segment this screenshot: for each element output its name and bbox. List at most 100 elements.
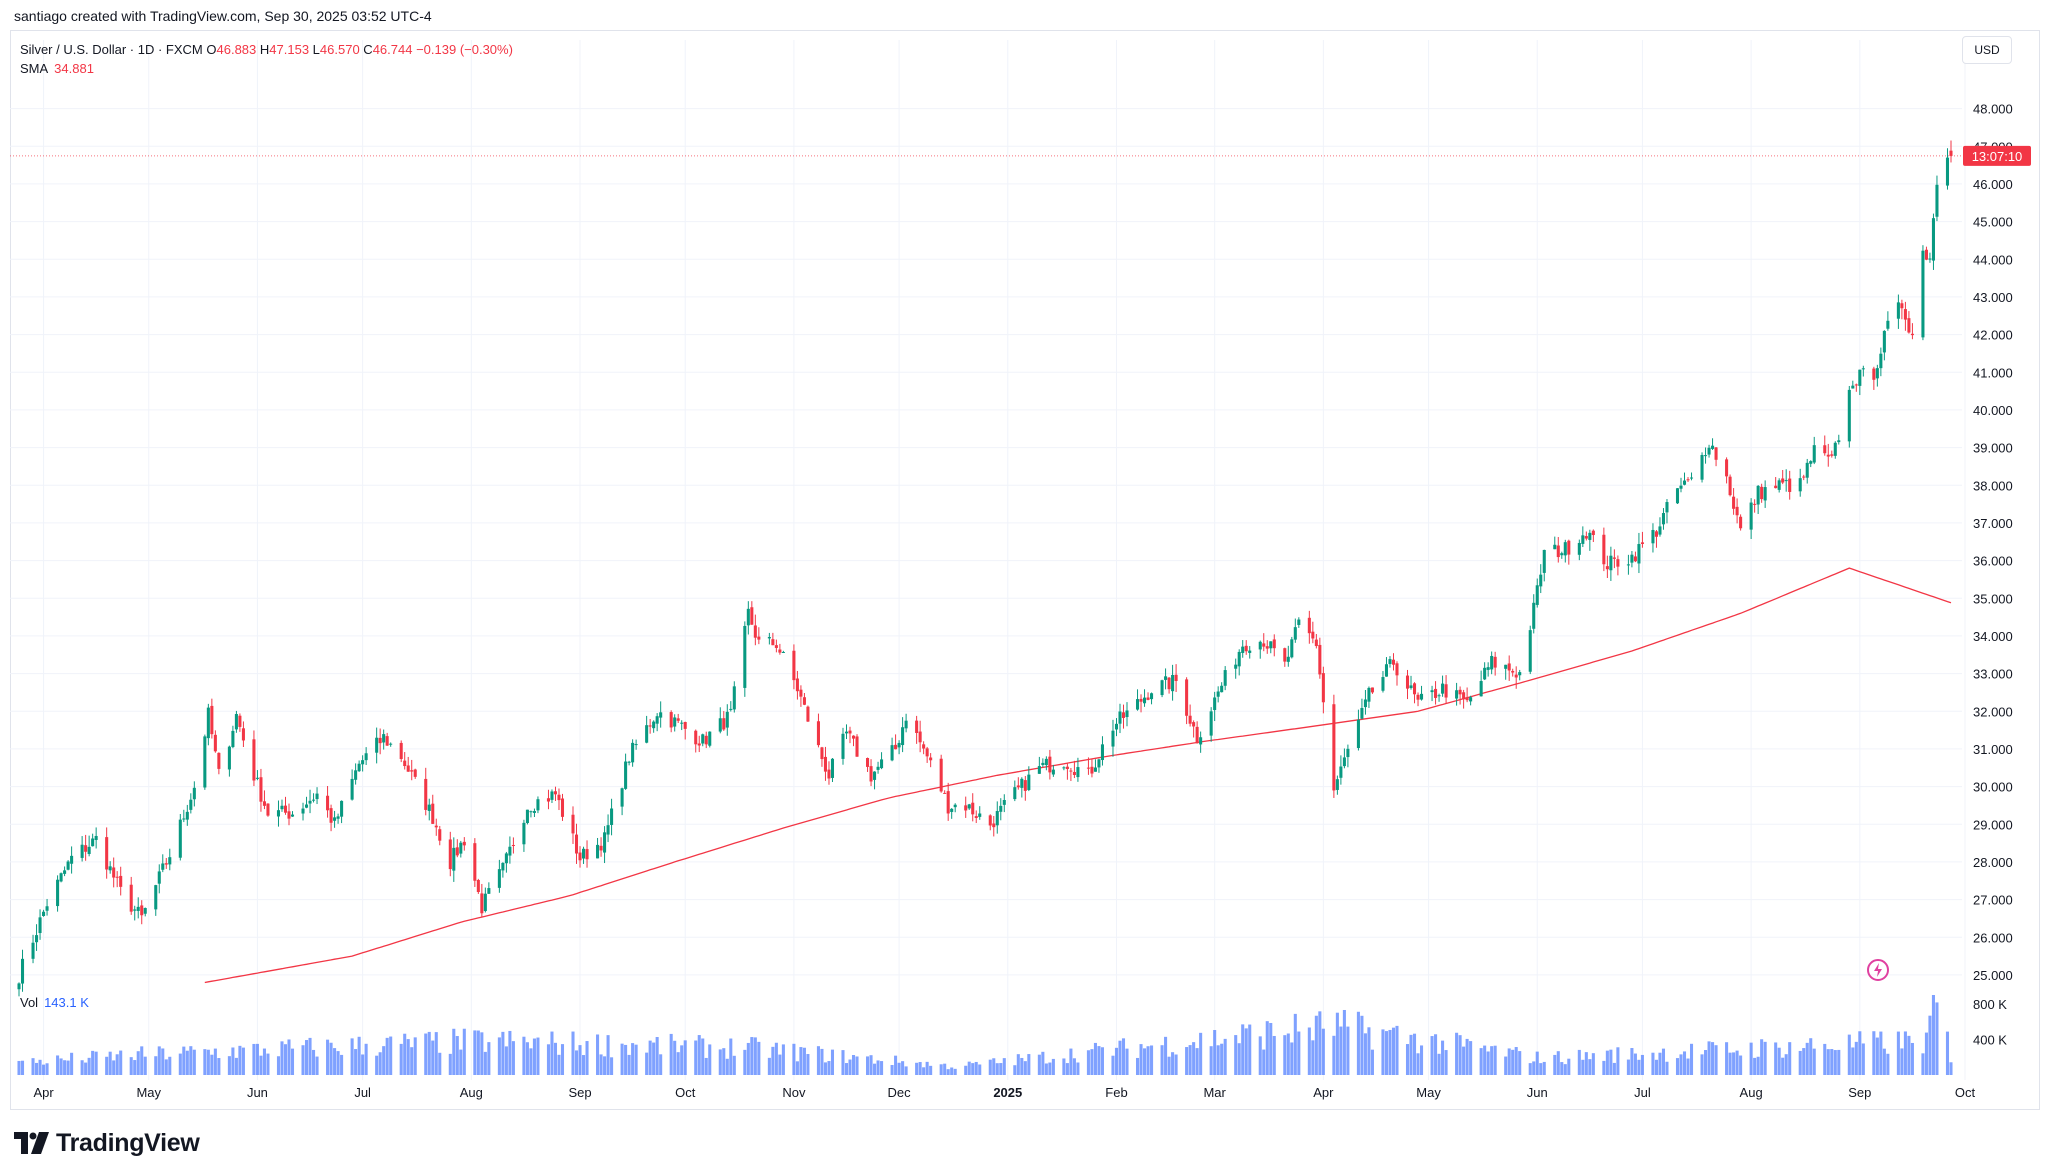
volume-bar bbox=[708, 1044, 712, 1075]
volume-bar bbox=[511, 1041, 515, 1075]
candle-body bbox=[364, 753, 368, 761]
volume-bar bbox=[1125, 1048, 1129, 1075]
candle-body bbox=[1886, 320, 1890, 329]
candle-body bbox=[581, 848, 586, 859]
candle-body bbox=[87, 846, 91, 854]
volume-bar bbox=[290, 1048, 295, 1075]
candle-body bbox=[855, 736, 859, 757]
candle-body bbox=[844, 731, 849, 734]
candle-body bbox=[1802, 476, 1806, 478]
volume-bar bbox=[873, 1063, 877, 1075]
candle-body bbox=[550, 791, 554, 800]
volume-bar bbox=[1037, 1054, 1041, 1075]
volume-bar bbox=[1195, 1048, 1199, 1075]
volume-bar bbox=[844, 1063, 849, 1075]
candle-body bbox=[1213, 697, 1217, 710]
volume-bar bbox=[659, 1054, 663, 1075]
volume-bar bbox=[1753, 1057, 1757, 1075]
candle-body bbox=[1931, 218, 1935, 261]
attribution-text: santiago created with TradingView.com, S… bbox=[14, 8, 432, 24]
candle-body bbox=[406, 765, 410, 772]
candle-body bbox=[1420, 693, 1424, 700]
volume-legend[interactable]: Vol 143.1 K bbox=[20, 995, 89, 1010]
candle-body bbox=[1823, 445, 1827, 454]
currency-button[interactable]: USD bbox=[1962, 36, 2012, 64]
time-tick-label: Apr bbox=[1313, 1085, 1334, 1100]
price-tick-label: 42.000 bbox=[1973, 328, 2013, 343]
candle-body bbox=[35, 935, 39, 943]
volume-bar bbox=[1802, 1048, 1806, 1075]
volume-bar bbox=[340, 1054, 344, 1075]
volume-bar bbox=[827, 1061, 831, 1075]
candle-body bbox=[599, 845, 603, 851]
volume-bar bbox=[80, 1060, 84, 1075]
candle-body bbox=[66, 861, 70, 870]
candle-body bbox=[680, 722, 684, 724]
candle-body bbox=[1486, 667, 1490, 670]
volume-bar bbox=[129, 1057, 133, 1075]
volume-bar bbox=[1486, 1051, 1490, 1075]
candle-body bbox=[91, 838, 95, 847]
candle-body bbox=[1732, 496, 1736, 509]
candle-body bbox=[1637, 544, 1641, 564]
candle-body bbox=[634, 744, 638, 746]
candle-body bbox=[1812, 445, 1816, 463]
candle-body bbox=[340, 800, 344, 817]
candle-body bbox=[1160, 680, 1164, 696]
volume-bar bbox=[1086, 1050, 1090, 1075]
candle-body bbox=[1283, 648, 1287, 662]
volume-bar bbox=[1749, 1042, 1753, 1075]
candle-body bbox=[946, 791, 950, 814]
volume-bar bbox=[1167, 1056, 1171, 1075]
volume-value: 143.1 K bbox=[44, 995, 89, 1010]
volume-bar bbox=[42, 1064, 46, 1075]
volume-bar bbox=[31, 1058, 35, 1075]
candle-body bbox=[1539, 574, 1543, 587]
volume-bar bbox=[922, 1067, 926, 1075]
candle-body bbox=[746, 608, 750, 626]
volume-bar bbox=[1823, 1043, 1827, 1075]
volume-bar bbox=[312, 1049, 316, 1075]
volume-bar bbox=[1213, 1030, 1217, 1075]
volume-bar bbox=[462, 1028, 466, 1075]
candle-body bbox=[210, 705, 214, 735]
candle-body bbox=[1234, 664, 1238, 669]
candle-body bbox=[1293, 627, 1297, 640]
volume-bar bbox=[1935, 1002, 1939, 1075]
candle-body bbox=[1416, 694, 1420, 700]
candle-body bbox=[1384, 664, 1389, 677]
candle-body bbox=[192, 787, 196, 800]
candle-body bbox=[108, 866, 112, 871]
candle-body bbox=[1434, 688, 1438, 698]
candle-body bbox=[995, 811, 999, 826]
tradingview-logo[interactable]: TradingView bbox=[14, 1128, 200, 1158]
candle-body bbox=[971, 802, 975, 815]
volume-bar bbox=[452, 1028, 456, 1075]
candle-body bbox=[94, 835, 98, 840]
flash-icon[interactable] bbox=[1866, 958, 1890, 982]
volume-tick-label: 400 K bbox=[1973, 1032, 2007, 1047]
candle-body bbox=[1258, 641, 1262, 650]
candle-body bbox=[1013, 787, 1017, 800]
volume-bar bbox=[1605, 1050, 1609, 1075]
volume-bar bbox=[1640, 1054, 1644, 1075]
volume-bar bbox=[722, 1048, 726, 1075]
time-tick-label: Jul bbox=[354, 1085, 371, 1100]
volume-bar bbox=[894, 1055, 898, 1075]
last-price-countdown: 13:07:10 bbox=[1972, 149, 2023, 164]
candle-body bbox=[511, 844, 515, 846]
candle-body bbox=[1609, 555, 1613, 571]
candle-body bbox=[1097, 759, 1101, 768]
time-tick-label: Jul bbox=[1634, 1085, 1651, 1100]
volume-bar bbox=[585, 1041, 589, 1075]
sma-legend[interactable]: SMA 34.881 bbox=[20, 61, 94, 76]
candle-body bbox=[655, 716, 659, 724]
volume-bar bbox=[574, 1050, 579, 1075]
volume-bar bbox=[792, 1043, 796, 1075]
price-tick-label: 35.000 bbox=[1973, 591, 2013, 606]
candle-body bbox=[1689, 477, 1694, 479]
candle-body bbox=[988, 815, 992, 826]
volume-bar bbox=[1072, 1058, 1076, 1075]
volume-bar bbox=[1900, 1048, 1904, 1075]
